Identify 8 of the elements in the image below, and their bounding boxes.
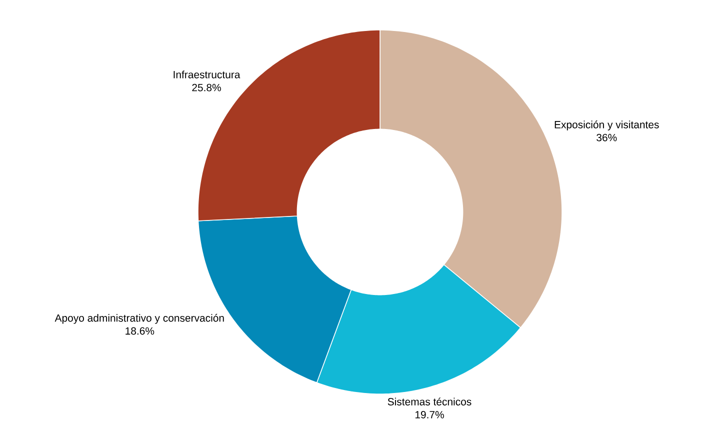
slice-label: Infraestructura (174, 70, 240, 78)
data-label: 36% (596, 134, 617, 142)
slice-label: Exposición y visitantes (554, 120, 659, 130)
data-label: 18.6% (126, 327, 154, 335)
slice-label: Apoyo administrativo y conservación (54, 314, 224, 324)
data-label: 19.7% (415, 410, 444, 418)
data-label: 25.8% (192, 84, 221, 92)
slice-label: Sistemas técnicos (388, 398, 472, 406)
